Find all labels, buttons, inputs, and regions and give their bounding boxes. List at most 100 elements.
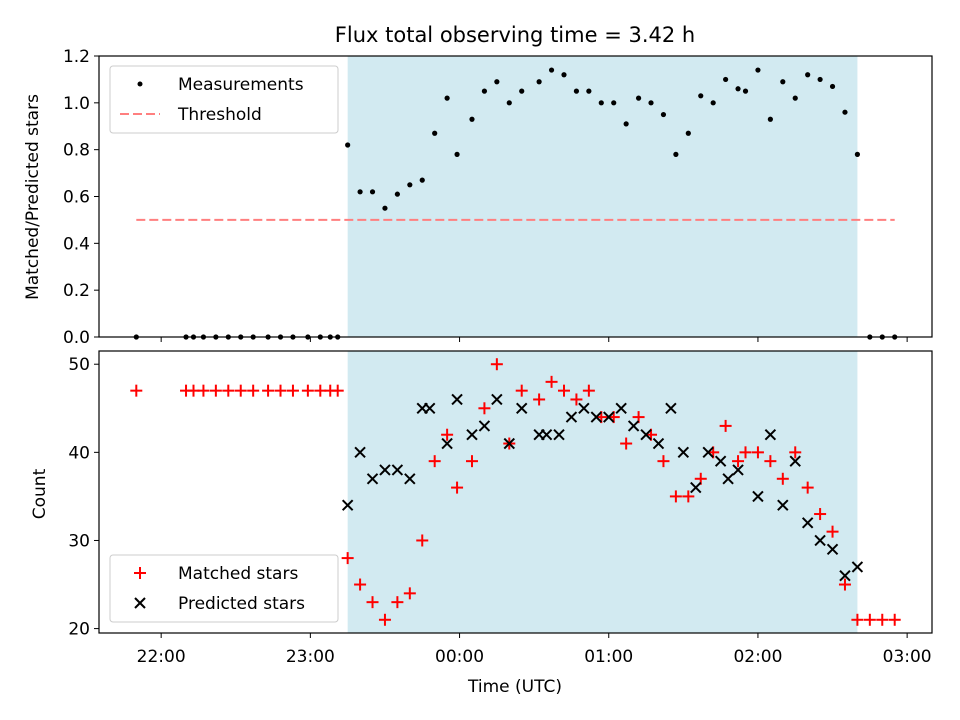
measurement-point (432, 130, 438, 136)
matched-star-point (354, 578, 367, 591)
measurement-point (854, 151, 861, 157)
bottom-legend-frame (109, 554, 339, 623)
matched-star-point (557, 384, 570, 397)
top-y-tick-label: 1.0 (63, 94, 90, 114)
matched-star-point (801, 481, 814, 494)
predicted-star-point (814, 534, 826, 547)
matched-star-point (682, 490, 695, 503)
measurement-point (394, 191, 400, 197)
top-legend: Measurements Threshold (109, 65, 339, 134)
measurement-point (635, 95, 642, 101)
measurement-point (685, 130, 691, 136)
matched-star-point (478, 402, 491, 415)
bottom-y-tick-label: 40 (68, 443, 90, 463)
bottom-y-axis-label: Count (30, 468, 50, 519)
predicted-star-point (553, 429, 565, 441)
predicted-star-point (652, 437, 665, 450)
bottom-x-tick-label: 22:00 (137, 647, 186, 667)
top-y-tick-label: 0.0 (63, 328, 90, 348)
predicted-star-point (752, 490, 764, 503)
predicted-star-point (851, 561, 864, 573)
predicted-star-point (354, 446, 366, 459)
matched-stars-legend-label: Matched stars (178, 564, 298, 584)
matched-star-point (764, 455, 777, 468)
measurement-point (611, 100, 617, 106)
chart-title: Flux total observing time = 3.42 h (335, 23, 695, 47)
predicted-star-point (391, 464, 404, 476)
top-y-tick-label: 0.4 (63, 234, 90, 254)
threshold-legend-label: Threshold (177, 105, 262, 125)
predicted-star-point (615, 402, 627, 414)
matched-star-point (876, 613, 889, 626)
matched-star-point (719, 419, 732, 432)
measurement-point (444, 95, 450, 101)
measurement-point (698, 93, 704, 99)
predicted-star-point (665, 402, 677, 414)
matched-star-point (570, 393, 583, 406)
matched-star-point (331, 384, 344, 397)
matched-star-point (669, 490, 682, 503)
measurement-point (648, 100, 654, 106)
predicted-star-point (640, 429, 652, 441)
measurement-point (805, 72, 811, 78)
measurement-point (767, 116, 773, 122)
measurement-point (842, 109, 848, 115)
matched-star-point (838, 578, 851, 591)
measurement-point (536, 79, 542, 85)
matched-star-point (197, 384, 210, 397)
matched-star-point (441, 428, 454, 441)
predicted-star-point (578, 402, 590, 414)
measurement-point (586, 88, 592, 94)
matched-star-point (130, 384, 143, 397)
bottom-y-tick-label: 50 (68, 355, 90, 375)
matched-star-point (657, 455, 670, 468)
matched-star-point (428, 455, 441, 468)
bottom-axes: 20 30 40 50 22:00 23:00 00:00 01:00 02:00 03:00 (68, 350, 933, 667)
bottom-panel: Count Time (UTC) 20 30 40 50 22:00 23:00 00:00… (30, 350, 933, 697)
matched-star-point (888, 613, 901, 626)
predicted-star-point (764, 429, 777, 441)
matched-star-point (416, 534, 429, 547)
matched-star-point (814, 508, 827, 521)
predicted-star-point (516, 402, 528, 414)
matched-star-point (776, 472, 789, 485)
measurement-point (723, 76, 729, 83)
matched-star-point (209, 384, 222, 397)
matched-star-point (378, 613, 391, 626)
measurement-point (673, 151, 679, 157)
predicted-star-point (466, 429, 478, 441)
measurement-point (548, 67, 555, 73)
predicted-star-point (590, 411, 603, 423)
bottom-y-tick-label: 20 (68, 620, 90, 640)
predicted-stars-legend-marker (134, 597, 146, 609)
matched-star-point (863, 613, 876, 626)
matched-star-point (366, 596, 379, 609)
top-observing-shade-layer (347, 56, 858, 337)
matched-star-point (620, 437, 633, 450)
matched-star-point (234, 384, 247, 397)
top-y-tick-label: 0.2 (63, 281, 90, 301)
predicted-stars-legend-label: Predicted stars (178, 594, 305, 614)
observing-window-shade (347, 56, 858, 337)
predicted-star-point (702, 446, 714, 459)
measurement-point (710, 100, 716, 106)
top-axes: 0.0 0.2 0.4 0.6 0.8 1.0 1.2 (63, 47, 933, 348)
predicted-star-point (722, 473, 734, 485)
matched-star-point (274, 384, 287, 397)
top-y-tick-label: 0.6 (63, 188, 90, 208)
bottom-x-tick-label: 02:00 (733, 647, 782, 667)
matched-star-point (545, 375, 558, 388)
predicted-star-point (801, 517, 814, 529)
measurement-point (382, 205, 388, 211)
matched-star-point (403, 587, 416, 600)
predicted-star-point (404, 473, 416, 485)
observing-window-shade (347, 351, 858, 633)
measurements-legend-marker (137, 81, 143, 87)
measurement-point (829, 83, 836, 90)
matched-star-point (533, 393, 546, 406)
predicted-star-point (565, 411, 578, 423)
predicted-star-point (789, 455, 801, 467)
bottom-x-tick-label: 23:00 (286, 647, 335, 667)
measurement-point (454, 151, 460, 157)
measurements-layer (133, 67, 898, 340)
